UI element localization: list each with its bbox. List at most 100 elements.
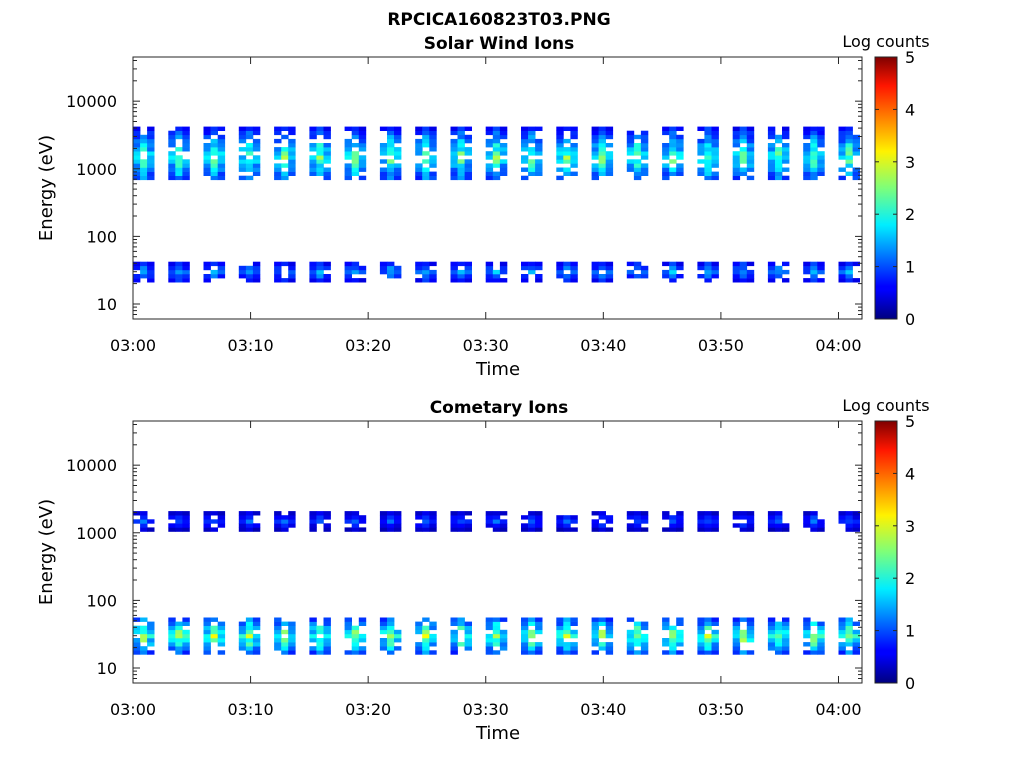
heatmap-cell	[394, 163, 402, 168]
heatmap-cell	[274, 646, 282, 651]
heatmap-cell	[775, 642, 783, 647]
heatmap-cell	[245, 274, 254, 279]
heatmap-cell	[415, 126, 423, 131]
heatmap-cell	[521, 130, 529, 136]
heatmap-cell	[852, 523, 860, 528]
heatmap-cell	[669, 629, 677, 635]
heatmap-cell	[838, 511, 846, 516]
heatmap-cell	[252, 126, 261, 131]
heatmap-cell	[182, 265, 190, 271]
heatmap-cell	[563, 265, 571, 271]
heatmap-cell	[739, 633, 748, 639]
heatmap-cell	[556, 126, 564, 131]
heatmap-cell	[570, 617, 578, 622]
heatmap-cell	[203, 646, 211, 651]
figure-title: RPCICA160823T03.PNG	[387, 10, 610, 30]
heatmap-cell	[309, 511, 317, 516]
heatmap-cell	[358, 617, 367, 622]
heatmap-cell	[281, 621, 289, 626]
heatmap-cell	[422, 126, 430, 131]
heatmap-cell	[817, 143, 825, 148]
heatmap-cell	[591, 134, 599, 140]
heatmap-cell	[598, 167, 606, 172]
heatmap-cell	[591, 163, 599, 168]
heatmap-cell	[739, 278, 748, 283]
heatmap-cell	[394, 167, 402, 172]
heatmap-cell	[485, 621, 494, 626]
heatmap-cell	[775, 274, 783, 279]
heatmap-cell	[323, 515, 331, 520]
heatmap-cell	[746, 633, 755, 639]
heatmap-cell	[140, 629, 148, 635]
heatmap-cell	[535, 126, 543, 131]
heatmap-cell	[252, 650, 261, 655]
y-tick-label: 10	[97, 659, 117, 678]
heatmap-cell	[492, 159, 501, 164]
heatmap-cell	[288, 143, 296, 148]
heatmap-cell	[429, 274, 437, 279]
heatmap-cell	[767, 147, 776, 152]
heatmap-cell	[203, 274, 211, 279]
colorbar-tick-label: 4	[905, 100, 915, 119]
heatmap-cell	[288, 130, 296, 136]
heatmap-cell	[767, 642, 776, 647]
heatmap-cell	[535, 143, 543, 148]
heatmap-cell	[422, 511, 430, 516]
heatmap-cell	[852, 646, 860, 651]
heatmap-cell	[591, 269, 599, 275]
heatmap-cell	[676, 138, 684, 144]
heatmap-cell	[415, 171, 423, 176]
heatmap-cell	[175, 265, 183, 271]
heatmap-cell	[457, 151, 465, 156]
heatmap-cell	[457, 163, 465, 168]
heatmap-cell	[711, 511, 719, 516]
heatmap-cell	[252, 642, 261, 647]
heatmap-cell	[450, 527, 458, 532]
heatmap-cell	[598, 138, 606, 144]
heatmap-cell	[711, 163, 719, 168]
heatmap-cell	[168, 265, 176, 271]
heatmap-cell	[838, 147, 846, 152]
heatmap-cell	[697, 261, 705, 267]
heatmap-cell	[852, 633, 860, 639]
heatmap-cell	[810, 650, 818, 655]
heatmap-cell	[711, 617, 719, 622]
heatmap-cell	[775, 625, 783, 631]
panel-title: Cometary Ions	[430, 398, 569, 418]
heatmap-cell	[344, 171, 352, 176]
heatmap-cell	[556, 130, 564, 136]
y-tick-label: 1000	[76, 524, 117, 543]
heatmap-cell	[316, 629, 324, 635]
heatmap-cell	[803, 261, 811, 267]
heatmap-cell	[803, 147, 811, 152]
heatmap-cell	[203, 642, 211, 647]
heatmap-cell	[210, 159, 218, 164]
colorbar-tick-label: 0	[905, 310, 915, 329]
heatmap-cell	[810, 261, 818, 267]
heatmap-cell	[323, 147, 331, 152]
heatmap-cell	[147, 278, 155, 283]
heatmap-cell	[528, 130, 536, 136]
heatmap-cell	[450, 519, 458, 524]
heatmap-cell	[323, 151, 331, 156]
heatmap-cell	[485, 155, 494, 160]
heatmap-cell	[669, 151, 677, 156]
heatmap-cell	[252, 265, 261, 271]
heatmap-cell	[316, 143, 324, 148]
heatmap-cell	[281, 646, 289, 651]
heatmap-cell	[387, 633, 395, 639]
heatmap-cell	[563, 642, 571, 647]
heatmap-cell	[746, 621, 755, 626]
heatmap-cell	[746, 126, 755, 131]
heatmap-cell	[676, 126, 684, 131]
heatmap-cell	[288, 274, 296, 279]
heatmap-cell	[535, 646, 543, 651]
heatmap-cell	[394, 147, 402, 152]
colorbar-tick-label: 2	[905, 569, 915, 588]
colorbar	[874, 420, 898, 684]
heatmap-cell	[485, 167, 494, 172]
heatmap-cell	[591, 519, 599, 524]
heatmap-cell	[281, 147, 289, 152]
heatmap-cell	[556, 167, 564, 172]
